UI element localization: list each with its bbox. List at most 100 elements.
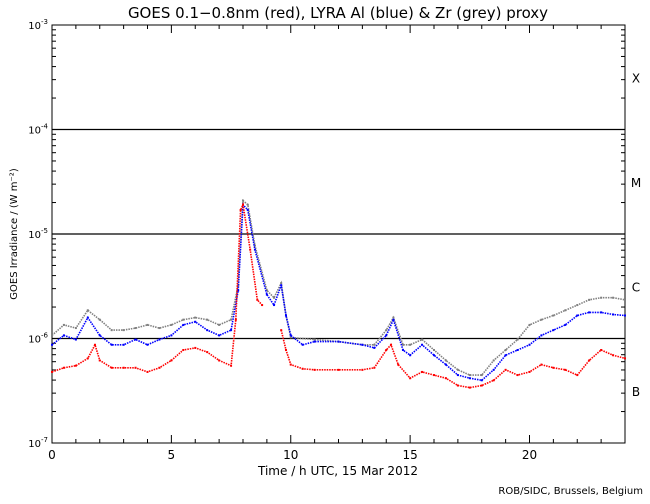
- data-point: [588, 311, 591, 314]
- data-point: [194, 346, 197, 349]
- data-point: [218, 334, 221, 337]
- data-point: [182, 318, 185, 321]
- data-point: [313, 338, 316, 341]
- data-point: [552, 314, 555, 317]
- data-point: [158, 327, 161, 330]
- data-point: [289, 334, 292, 337]
- data-point: [206, 329, 209, 332]
- data-point: [373, 346, 376, 349]
- data-point: [301, 343, 304, 346]
- y-tick-labels: 10-7 10-6 10-5 10-4 10-3: [28, 18, 48, 450]
- data-point: [234, 318, 237, 321]
- data-point: [280, 282, 283, 285]
- data-point: [62, 366, 65, 369]
- flare-class-label-m: M: [631, 176, 641, 190]
- data-point: [564, 323, 567, 326]
- data-point: [528, 370, 531, 373]
- data-point: [401, 343, 404, 346]
- data-point: [385, 329, 388, 332]
- series-line-lyra-zr-proxy: [51, 198, 626, 376]
- data-point: [361, 368, 364, 371]
- y-tick-label: 10-6: [28, 332, 48, 346]
- data-point: [468, 374, 471, 377]
- data-point: [218, 359, 221, 362]
- data-point: [516, 348, 519, 351]
- data-point: [194, 320, 197, 323]
- data-point: [612, 313, 615, 316]
- data-point: [576, 314, 579, 317]
- data-point: [600, 311, 603, 314]
- data-point: [74, 327, 77, 330]
- data-point: [146, 323, 149, 326]
- data-point: [433, 354, 435, 357]
- data-point: [540, 334, 543, 337]
- data-point: [74, 364, 77, 367]
- data-point: [289, 336, 292, 339]
- data-point: [98, 359, 101, 362]
- data-point: [564, 368, 567, 371]
- data-point: [612, 354, 615, 357]
- data-point: [468, 386, 471, 389]
- data-point: [624, 314, 626, 317]
- series-line-goes-0-1-0-8nm: [280, 329, 626, 389]
- data-point: [194, 316, 197, 319]
- x-tick-label: 5: [168, 448, 176, 462]
- data-point: [237, 289, 240, 292]
- data-point: [337, 340, 340, 343]
- data-point: [444, 363, 447, 366]
- data-point: [249, 248, 252, 251]
- data-point: [284, 348, 287, 351]
- series-line-goes-0-1-0-8nm: [51, 201, 263, 373]
- data-point: [230, 318, 233, 321]
- data-point: [256, 298, 259, 301]
- data-point: [246, 208, 249, 211]
- data-point: [110, 329, 113, 332]
- data-point: [51, 343, 53, 346]
- data-point: [504, 354, 507, 357]
- data-point: [230, 364, 233, 367]
- data-point: [373, 366, 376, 369]
- data-point: [170, 323, 173, 326]
- data-point: [576, 304, 579, 307]
- flare-class-label-b: B: [632, 385, 640, 399]
- data-point: [280, 284, 283, 287]
- data-point: [540, 318, 543, 321]
- data-point: [122, 366, 125, 369]
- data-point: [373, 343, 376, 346]
- data-point: [468, 377, 471, 380]
- data-point: [110, 343, 113, 346]
- x-tick-label: 20: [522, 448, 537, 462]
- data-point: [433, 374, 435, 377]
- data-point: [284, 314, 287, 317]
- data-point: [134, 338, 137, 341]
- data-point: [158, 338, 161, 341]
- data-point: [182, 323, 185, 326]
- data-point: [170, 334, 173, 337]
- data-point: [401, 348, 404, 351]
- data-point: [456, 384, 459, 387]
- data-point: [146, 343, 149, 346]
- data-point: [516, 374, 519, 377]
- data-point: [98, 334, 101, 337]
- data-point: [265, 293, 268, 296]
- data-point: [93, 343, 96, 346]
- data-point: [51, 334, 53, 337]
- flare-class-label-x: X: [632, 71, 640, 85]
- x-tick-label: 0: [48, 448, 56, 462]
- data-point: [261, 304, 264, 307]
- data-point: [480, 384, 483, 387]
- data-point: [134, 366, 137, 369]
- data-point: [62, 334, 65, 337]
- data-point: [516, 338, 519, 341]
- data-point: [392, 318, 395, 321]
- data-point: [313, 368, 316, 371]
- data-point: [86, 309, 89, 312]
- data-point: [246, 203, 249, 206]
- data-point: [313, 340, 316, 343]
- data-point: [86, 357, 89, 360]
- data-point: [624, 298, 626, 301]
- data-point: [218, 323, 221, 326]
- data-point: [110, 366, 113, 369]
- data-point: [62, 323, 65, 326]
